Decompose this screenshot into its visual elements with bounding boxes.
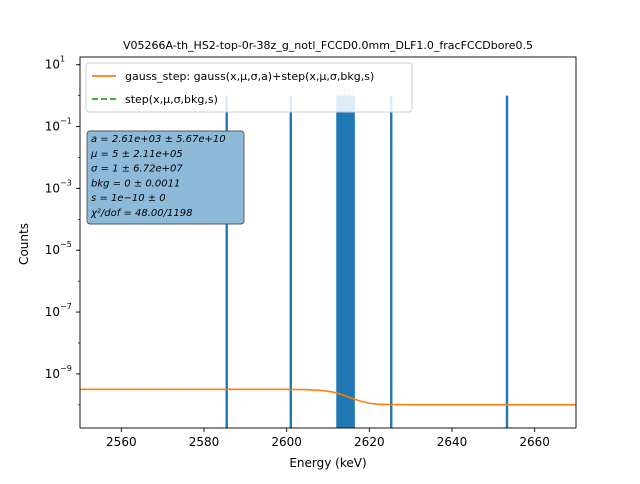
- y-tick-label: 10: [45, 367, 60, 381]
- x-tick-label: 2600: [271, 435, 302, 449]
- stats-line: χ²/dof = 48.00/1198: [90, 208, 192, 219]
- histogram-band: [336, 95, 355, 428]
- y-tick-exponent: −3: [60, 178, 72, 187]
- stats-line: σ = 1 ± 6.72e+07: [91, 164, 183, 175]
- x-axis: 2560 2580 2600 2620 2640 2660: [106, 428, 550, 449]
- x-tick-label: 2560: [106, 435, 137, 449]
- stats-box-bg: [86, 130, 245, 225]
- x-axis-label: Energy (keV): [289, 456, 366, 470]
- y-axis-label: Counts: [17, 223, 31, 265]
- y-tick-exponent: 1: [60, 55, 65, 64]
- y-tick-label: 10: [45, 120, 60, 134]
- y-tick-label: 10: [45, 58, 60, 72]
- stats-line: bkg = 0 ± 0.0011: [91, 178, 180, 189]
- y-tick-label: 10: [45, 305, 60, 319]
- stats-line: a = 2.61e+03 ± 5.67e+10: [91, 134, 226, 145]
- y-tick-exponent: −7: [60, 302, 72, 311]
- y-tick-label: 10: [45, 181, 60, 195]
- stats-line: μ = 5 ± 2.11e+05: [90, 149, 183, 160]
- plot-area: [79, 56, 577, 429]
- x-tick-label: 2580: [189, 435, 220, 449]
- legend: gauss_step: gauss(x,μ,σ,a)+step(x,μ,σ,bk…: [85, 62, 413, 113]
- x-tick-label: 2660: [519, 435, 550, 449]
- y-tick-exponent: −5: [60, 240, 72, 249]
- stats-line: s = 1e−10 ± 0: [91, 193, 166, 204]
- series-gauss_step: [80, 388, 576, 406]
- legend-frame: [85, 62, 413, 113]
- chart-title: V05266A-th_HS2-top-0r-38z_g_notl_FCCD0.0…: [123, 39, 533, 52]
- stats-box: a = 2.61e+03 ± 5.67e+10 μ = 5 ± 2.11e+05 σ…: [86, 130, 245, 225]
- plot-frame: [79, 56, 577, 429]
- legend-label: gauss_step: gauss(x,μ,σ,a)+step(x,μ,σ,bk…: [125, 70, 374, 83]
- y-tick-label: 10: [45, 243, 60, 257]
- plot-content: [80, 87, 576, 428]
- y-tick-exponent: −1: [60, 117, 72, 126]
- x-tick-label: 2620: [354, 435, 385, 449]
- legend-label: step(x,μ,σ,bkg,s): [125, 93, 218, 106]
- x-tick-label: 2640: [437, 435, 468, 449]
- y-tick-exponent: −9: [60, 364, 72, 373]
